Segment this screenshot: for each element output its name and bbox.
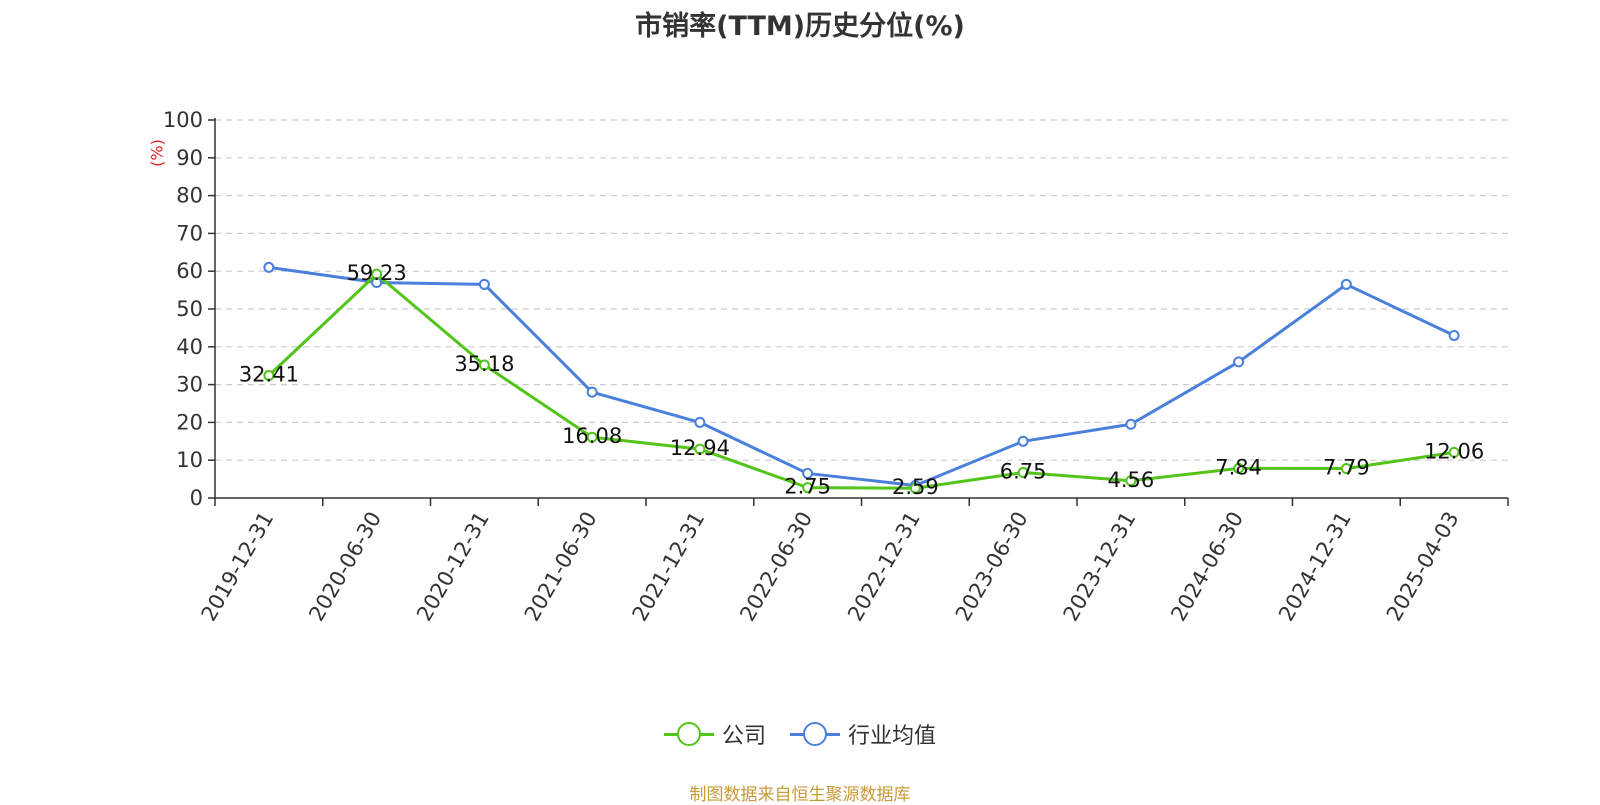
legend-industry-avg-label: 行业均值 <box>848 724 937 749</box>
x-tick-label: 2022-12-31 <box>843 508 925 626</box>
data-label: 16.08 <box>562 424 622 448</box>
y-tick-label: 50 <box>176 297 203 321</box>
legend: 公司 行业均值 <box>0 718 1600 750</box>
series-0-point[interactable] <box>371 268 383 280</box>
data-labels: 32.41 59.23 35.18 16.08 12.94 2.75 2.59 6.75 4.5… <box>239 261 1484 499</box>
x-tick-label: 2024-12-31 <box>1274 508 1356 626</box>
axes: 0 10 20 30 40 50 60 70 80 90 100 2019-12-31 2020-06-… <box>163 108 1509 626</box>
x-tick-label: 2021-12-31 <box>628 508 710 626</box>
x-tick-label: 2023-12-31 <box>1059 508 1141 626</box>
y-tick-label: 60 <box>176 259 203 283</box>
series-1-point[interactable] <box>802 467 814 479</box>
legend-item-company[interactable]: 公司 <box>663 718 766 750</box>
series-1-point[interactable] <box>586 386 598 398</box>
x-tick-label: 2020-06-30 <box>304 508 386 626</box>
chart-title: 市销率(TTM)历史分位(%) <box>635 11 965 42</box>
series-0-point[interactable] <box>1340 463 1352 475</box>
series-0-point[interactable] <box>694 443 706 455</box>
series-line-0 <box>267 272 1455 490</box>
x-tick-label: 2022-06-30 <box>735 508 817 626</box>
x-tick-label: 2024-06-30 <box>1166 508 1248 626</box>
series-0-point[interactable] <box>263 369 275 381</box>
series-1-point[interactable] <box>478 278 490 290</box>
y-tick-label: 80 <box>176 184 203 208</box>
x-tick-label: 2019-12-31 <box>197 508 279 626</box>
legend-industry-avg-symbol <box>790 722 840 746</box>
legend-company-symbol <box>663 722 714 746</box>
series-1-point[interactable] <box>694 416 706 428</box>
series-0-point[interactable] <box>909 482 921 494</box>
series-1-point[interactable] <box>1017 435 1029 447</box>
source-note: 制图数据来自恒生聚源数据库 <box>689 785 911 805</box>
data-label: 4.56 <box>1107 468 1154 492</box>
y-tick-label: 10 <box>176 448 203 472</box>
series-0-point[interactable] <box>1125 475 1137 487</box>
series <box>263 261 1460 494</box>
series-0-point[interactable] <box>1233 462 1245 474</box>
y-tick-label: 20 <box>176 410 203 434</box>
legend-item-industry-avg[interactable]: 行业均值 <box>790 718 936 750</box>
x-tick-label: 2020-12-31 <box>412 508 494 626</box>
data-label: 35.18 <box>454 352 514 376</box>
grid-lines <box>215 119 1508 461</box>
x-tick-label: 2023-06-30 <box>951 508 1033 626</box>
data-label: 12.06 <box>1424 439 1484 463</box>
series-0-point[interactable] <box>586 431 598 443</box>
data-label: 32.41 <box>239 362 299 386</box>
x-tick-label: 2021-06-30 <box>520 508 602 626</box>
y-axis-label: (%) <box>148 139 167 167</box>
data-label: 59.23 <box>347 261 407 285</box>
series-1-point[interactable] <box>1125 418 1137 430</box>
series-0-point[interactable] <box>1448 446 1460 458</box>
y-tick-label: 40 <box>176 335 203 359</box>
series-1-point[interactable] <box>1233 356 1245 368</box>
data-label: 12.94 <box>670 436 730 460</box>
data-label: 6.75 <box>1000 459 1047 483</box>
series-1-point[interactable] <box>1340 278 1352 290</box>
data-label: 2.59 <box>892 475 939 499</box>
series-1-point[interactable] <box>1448 329 1460 341</box>
y-tick-label: 30 <box>176 373 203 397</box>
y-tick-label: 90 <box>176 146 203 170</box>
data-label: 7.84 <box>1215 455 1262 479</box>
data-label: 7.79 <box>1323 456 1370 480</box>
y-tick-label: 0 <box>190 486 203 510</box>
x-tick-label: 2025-04-03 <box>1382 508 1464 626</box>
series-0-point[interactable] <box>478 359 490 371</box>
series-1-point[interactable] <box>263 261 275 273</box>
legend-company-label: 公司 <box>721 724 766 749</box>
data-label: 2.75 <box>784 475 831 499</box>
series-line-1 <box>268 265 1455 488</box>
y-tick-label: 70 <box>176 221 203 245</box>
series-0-point[interactable] <box>802 482 814 494</box>
series-0-point[interactable] <box>1017 466 1029 478</box>
y-tick-label: 100 <box>163 108 203 132</box>
